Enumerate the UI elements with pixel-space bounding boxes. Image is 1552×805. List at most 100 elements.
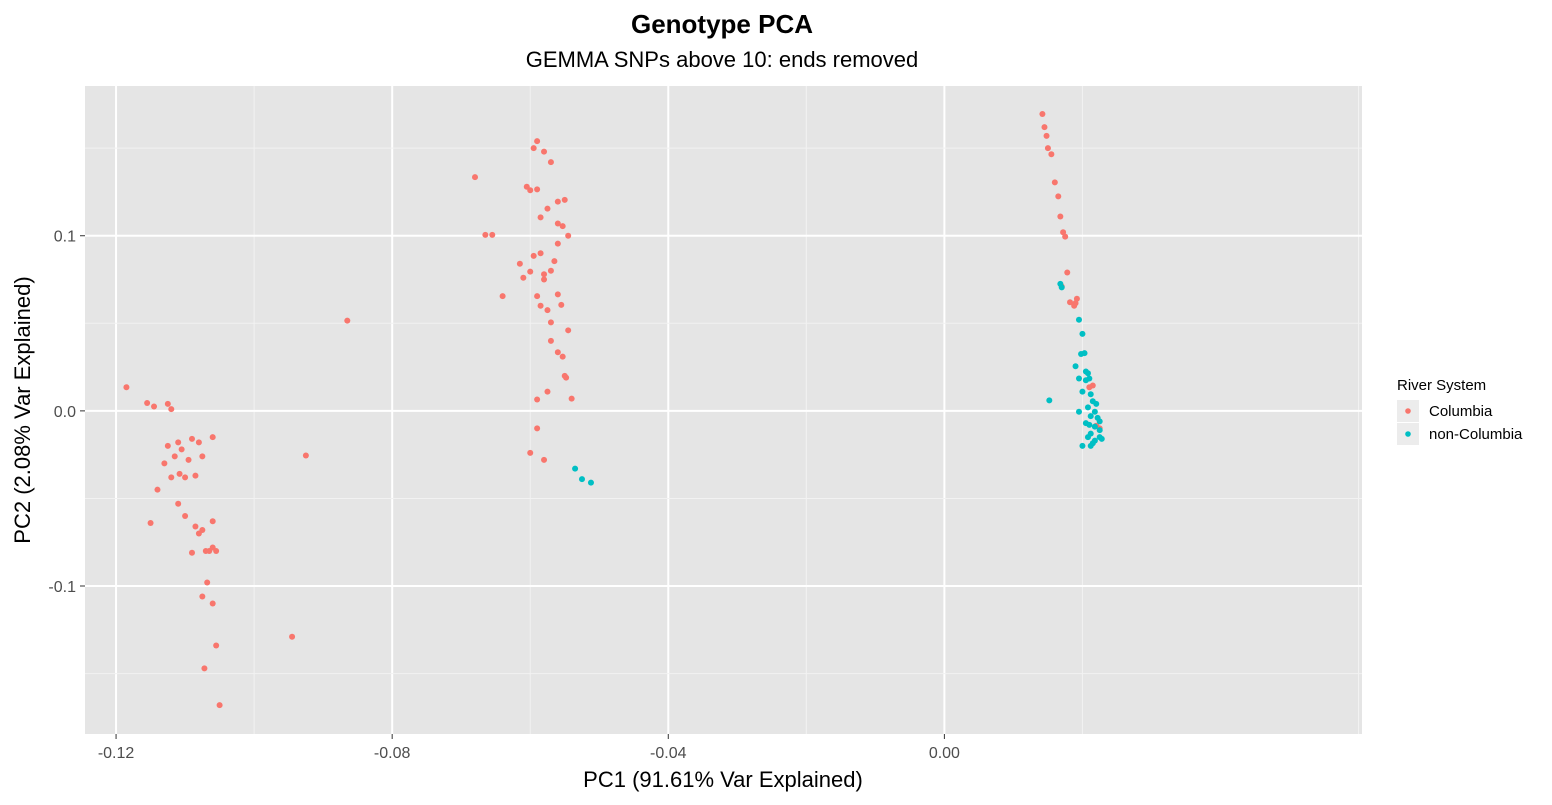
grid-lines [85,86,1362,734]
data-point [289,633,296,640]
data-point [178,446,185,453]
x-tick-label: -0.04 [650,745,687,762]
data-point [1048,151,1055,158]
data-point [188,435,195,442]
data-point [1064,269,1071,276]
data-point [1051,179,1058,186]
data-point [578,476,585,483]
data-point [344,317,351,324]
data-point [213,642,220,649]
data-point [1086,421,1093,428]
data-point [1084,370,1091,377]
data-point [209,434,216,441]
data-point [201,665,208,672]
data-point [1075,375,1082,382]
data-point [554,220,561,227]
data-point [1075,316,1082,323]
data-point [554,291,561,298]
data-point [1041,124,1048,131]
data-point [1081,350,1088,357]
data-point [1044,145,1051,152]
data-point [1075,408,1082,415]
data-point [1087,442,1094,449]
data-point [558,301,565,308]
data-point [188,549,195,556]
data-point [565,232,572,239]
data-point [1093,400,1100,407]
data-point [182,474,189,481]
data-point [541,148,548,155]
data-point [192,523,199,530]
data-point [154,486,161,493]
legend: River System Columbia non-Columbia [1397,377,1523,445]
data-point [547,319,554,326]
data-point [144,399,151,406]
data-point [182,512,189,519]
data-point [1067,299,1074,306]
data-point [192,472,199,479]
data-point [1091,437,1098,444]
data-point [559,223,566,230]
series-non-columbia [572,280,1105,486]
data-point [216,702,223,709]
data-point [1087,413,1094,420]
data-point [147,519,154,526]
data-point [1072,363,1079,370]
data-point [472,174,479,181]
data-point [1072,300,1079,307]
data-point [537,302,544,309]
data-point [1084,434,1091,441]
axis-ticks: -0.12 -0.08 -0.04 0.00 -0.1 0.0 0.1 [48,229,960,762]
y-tick-label: 0.1 [54,229,76,246]
data-point [1055,193,1062,200]
data-point [534,293,541,300]
data-point [1096,427,1103,434]
data-point [489,231,496,238]
data-point [1079,388,1086,395]
data-point [544,205,551,212]
data-point [195,439,202,446]
data-point [559,353,566,360]
y-tick-label: -0.1 [48,579,76,596]
data-point [554,198,561,205]
data-point [168,406,175,413]
data-point [1096,418,1103,425]
chart-title: Genotype PCA [631,9,813,39]
data-point [1084,404,1091,411]
data-point [541,456,548,463]
x-tick-label: -0.12 [98,745,135,762]
data-point [587,479,594,486]
data-point [534,425,541,432]
data-point [541,271,548,278]
data-point [554,349,561,356]
legend-dot-columbia [1405,408,1411,414]
data-point [199,593,206,600]
data-point [1091,408,1098,415]
data-point [1087,391,1094,398]
x-axis-title: PC1 (91.61% Var Explained) [583,767,863,792]
data-point [175,439,182,446]
data-point [547,267,554,274]
data-point [547,159,554,166]
data-point [213,547,220,554]
data-point [1079,442,1086,449]
data-point [530,252,537,259]
y-tick-label: 0.0 [54,404,76,421]
data-point [1091,423,1098,430]
data-point [544,388,551,395]
data-point [482,231,489,238]
data-point [565,327,572,334]
data-point [161,460,168,467]
data-point [499,293,506,300]
data-point [204,579,211,586]
data-point [554,240,561,247]
data-point [527,449,534,456]
data-point [151,403,158,410]
data-points [123,111,1105,709]
data-point [1089,382,1096,389]
series-columbia [123,111,1103,709]
data-point [176,470,183,477]
data-point [534,138,541,145]
data-point [516,260,523,267]
